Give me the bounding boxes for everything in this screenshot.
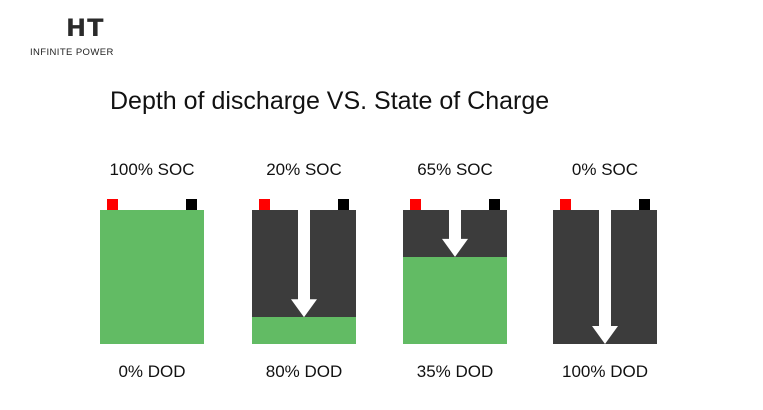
discharge-arrow-icon xyxy=(291,210,317,318)
charge-level xyxy=(403,257,507,344)
negative-terminal xyxy=(186,199,197,210)
dod-label: 100% DOD xyxy=(562,362,648,381)
logo-tagline: INFINITE POWER xyxy=(30,47,114,58)
battery-0-soc: 0% SOC 100% DOD xyxy=(553,158,657,388)
discharge-arrow-icon xyxy=(592,210,618,344)
positive-terminal xyxy=(259,199,270,210)
soc-label: 0% SOC xyxy=(571,160,639,179)
positive-terminal xyxy=(107,199,118,210)
negative-terminal xyxy=(639,199,650,210)
soc-label: 65% SOC xyxy=(417,160,493,179)
dod-label: 80% DOD xyxy=(265,362,343,381)
battery-body xyxy=(252,210,356,344)
soc-label: 100% SOC xyxy=(109,160,195,179)
negative-terminal xyxy=(489,199,500,210)
negative-terminal xyxy=(338,199,349,210)
positive-terminal xyxy=(560,199,571,210)
positive-terminal xyxy=(410,199,421,210)
charge-level xyxy=(252,317,356,344)
battery-20-soc: 20% SOC 80% DOD xyxy=(252,158,356,388)
battery-65-soc: 65% SOC 35% DOD xyxy=(403,158,507,388)
charge-level xyxy=(100,210,204,344)
battery-body xyxy=(553,210,657,344)
page-title: Depth of discharge VS. State of Charge xyxy=(110,87,550,115)
dod-label: 0% DOD xyxy=(118,362,186,381)
logo-mark: HT xyxy=(66,14,105,42)
battery-body xyxy=(403,210,507,344)
dod-label: 35% DOD xyxy=(416,362,494,381)
discharge-arrow-icon xyxy=(442,210,468,257)
battery-100-soc: 100% SOC 0% DOD xyxy=(100,158,204,388)
battery-body xyxy=(100,210,204,344)
soc-label: 20% SOC xyxy=(266,160,342,179)
